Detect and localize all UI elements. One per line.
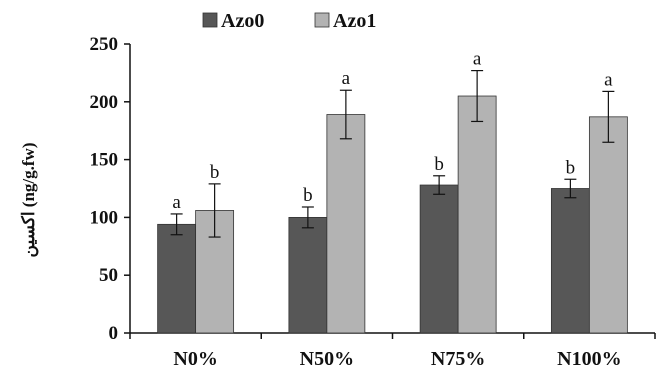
- legend-label-azo0: Azo0: [221, 10, 264, 32]
- legend: Azo0 Azo1: [202, 10, 376, 32]
- significance-label: a: [604, 69, 613, 90]
- legend-swatch-azo0: [202, 12, 218, 28]
- labels: a b N0% b a N50% b a N75% b a N100%: [172, 49, 621, 370]
- bar-azo1-1: [326, 114, 366, 334]
- significance-label: b: [566, 157, 576, 178]
- bars: [157, 69, 628, 334]
- bar-azo0-1: [288, 216, 328, 334]
- x-tick-label: N75%: [431, 348, 485, 370]
- bar-azo0-0: [157, 223, 197, 334]
- x-tick-label: N0%: [173, 348, 217, 370]
- y-tick-label: 50: [99, 265, 118, 286]
- legend-swatch-azo1: [314, 12, 330, 28]
- bar-azo1-3: [588, 116, 628, 334]
- significance-label: a: [473, 49, 482, 70]
- significance-label: a: [342, 68, 351, 89]
- bar-azo0-3: [550, 188, 590, 334]
- x-tick-label: N50%: [300, 348, 354, 370]
- significance-label: b: [210, 162, 220, 183]
- y-axis-label: (ng/g.fw) اکسین: [19, 142, 39, 257]
- bar-azo1-2: [457, 95, 497, 334]
- x-tick-label: N100%: [557, 348, 621, 370]
- bar-azo0-2: [419, 184, 459, 334]
- significance-label: b: [434, 154, 444, 175]
- significance-label: a: [172, 192, 181, 213]
- y-tick-label: 150: [90, 150, 119, 171]
- significance-label: b: [303, 185, 313, 206]
- legend-label-azo1: Azo1: [333, 10, 376, 32]
- y-tick-label: 0: [109, 323, 119, 344]
- y-tick-label: 100: [90, 207, 119, 228]
- bar-azo1-0: [195, 210, 235, 334]
- y-tick-label: 250: [90, 34, 119, 55]
- y-tick-label: 200: [90, 92, 119, 113]
